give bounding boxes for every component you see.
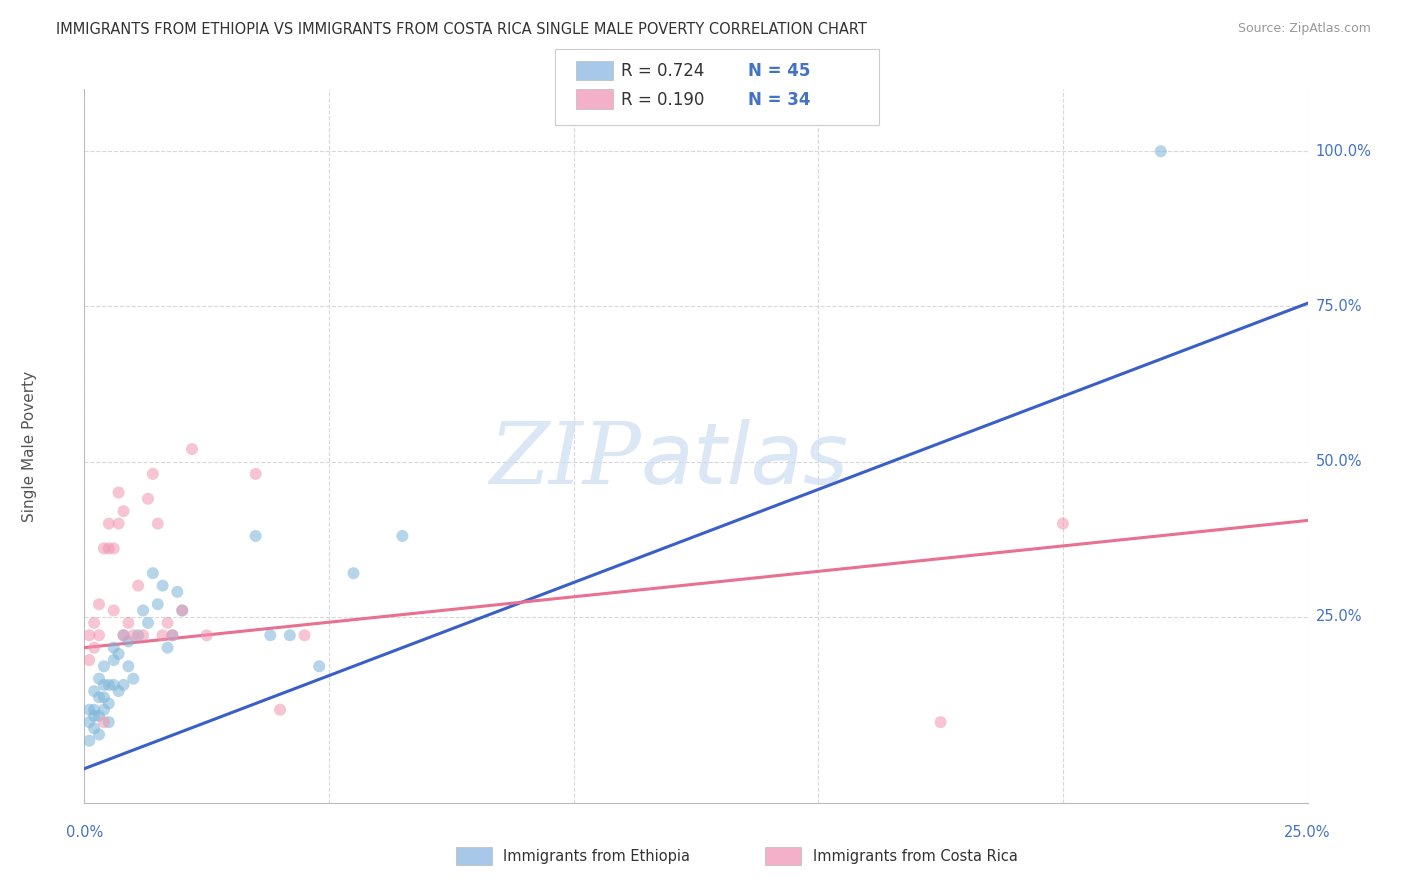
Point [162,628,184,642]
Text: atlas: atlas [641,418,849,502]
Point [1150,145,1173,159]
Point [308,659,330,673]
Point [83,709,105,723]
Point [103,541,125,556]
Text: R = 0.724: R = 0.724 [621,62,704,80]
Point [278,628,301,642]
Point [83,615,105,630]
Point [127,579,149,593]
Point [93,659,115,673]
Point [83,640,105,655]
Text: IMMIGRANTS FROM ETHIOPIA VS IMMIGRANTS FROM COSTA RICA SINGLE MALE POVERTY CORRE: IMMIGRANTS FROM ETHIOPIA VS IMMIGRANTS F… [56,22,868,37]
Point [103,640,125,655]
Text: Immigrants from Costa Rica: Immigrants from Costa Rica [813,849,1018,863]
Point [93,715,115,730]
Point [152,579,174,593]
Point [152,628,174,642]
Point [107,485,129,500]
Point [132,603,155,617]
Point [97,516,120,531]
Point [146,516,169,531]
Point [156,640,179,655]
Point [93,690,115,705]
Point [107,516,129,531]
Point [83,722,105,736]
Text: Immigrants from Ethiopia: Immigrants from Ethiopia [503,849,690,863]
Point [117,659,139,673]
Point [107,647,129,661]
Point [245,467,267,481]
Point [112,504,135,518]
Point [245,529,267,543]
Point [1052,516,1074,531]
Point [87,727,110,741]
Point [77,703,100,717]
Point [93,541,115,556]
Point [87,597,110,611]
Point [142,467,165,481]
Point [162,628,184,642]
Point [87,690,110,705]
Point [127,628,149,642]
Text: Single Male Poverty: Single Male Poverty [22,370,37,522]
Point [83,703,105,717]
Text: Source: ZipAtlas.com: Source: ZipAtlas.com [1237,22,1371,36]
Point [97,697,120,711]
Point [195,628,218,642]
Point [117,634,139,648]
Text: 50.0%: 50.0% [1316,454,1362,469]
Point [77,628,100,642]
Point [93,678,115,692]
Point [112,628,135,642]
Point [117,615,139,630]
Text: 100.0%: 100.0% [1316,144,1372,159]
Point [87,672,110,686]
Point [93,703,115,717]
Point [83,684,105,698]
Point [122,628,145,642]
Point [103,653,125,667]
Point [929,715,952,730]
Point [172,603,194,617]
Point [156,615,179,630]
Point [181,442,204,456]
Point [103,678,125,692]
Point [87,709,110,723]
Point [77,733,100,747]
Text: 25.0%: 25.0% [1316,609,1362,624]
Point [342,566,364,581]
Point [97,678,120,692]
Text: ZIP: ZIP [489,419,641,501]
Text: 25.0%: 25.0% [1284,825,1331,840]
Point [172,603,194,617]
Point [97,715,120,730]
Text: 0.0%: 0.0% [66,825,103,840]
Point [142,566,165,581]
Point [87,628,110,642]
Point [269,703,291,717]
Point [166,584,188,599]
Point [103,603,125,617]
Text: N = 45: N = 45 [748,62,810,80]
Point [77,653,100,667]
Text: R = 0.190: R = 0.190 [621,91,704,109]
Point [132,628,155,642]
Point [97,541,120,556]
Point [77,715,100,730]
Point [122,672,145,686]
Point [146,597,169,611]
Point [136,491,159,506]
Text: N = 34: N = 34 [748,91,810,109]
Text: 75.0%: 75.0% [1316,299,1362,314]
Point [259,628,281,642]
Point [391,529,413,543]
Point [112,628,135,642]
Point [136,615,159,630]
Point [294,628,316,642]
Point [112,678,135,692]
Point [107,684,129,698]
